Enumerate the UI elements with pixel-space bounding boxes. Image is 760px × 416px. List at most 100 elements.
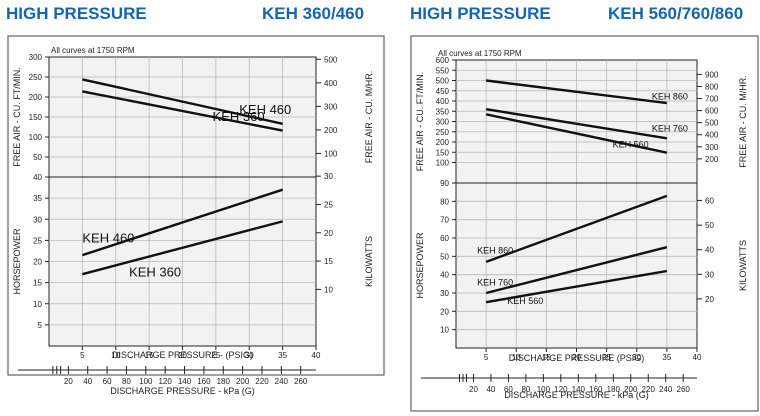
x-tick-label: 5	[80, 351, 85, 360]
x-axis-title: DISCHARGE PRESSURE - (PSIG)	[112, 350, 253, 360]
y-tick-label: 100	[29, 133, 43, 142]
y-tick-label: 90	[440, 179, 449, 188]
kpa-tick-label: 240	[275, 377, 289, 386]
kpa-tick-label: 140	[178, 377, 192, 386]
series-label: KEH 560	[613, 140, 649, 150]
kpa-tick-label: 60	[504, 385, 513, 394]
y2-axis-title: FREE AIR - CU. M/HR.	[364, 71, 374, 164]
y2-tick-label: 200	[324, 126, 338, 135]
kpa-tick-label: 260	[677, 385, 691, 394]
right-header-model: KEH 560/760/860	[608, 4, 744, 23]
right-header-title: HIGH PRESSURE	[410, 4, 551, 23]
y2-tick-label: 500	[705, 119, 719, 128]
kpa-tick-label: 20	[469, 385, 478, 394]
y-axis-title: FREE AIR - CU. FT/MIN.	[415, 72, 425, 172]
series-label: KEH 760	[477, 278, 513, 288]
x-tick-label: 10	[111, 351, 120, 360]
series-line	[485, 113, 668, 154]
kpa-axis-title: DISCHARGE PRESSURE - kPa (G)	[504, 390, 649, 400]
y-tick-label: 20	[440, 307, 449, 316]
kpa-tick-label: 80	[521, 385, 530, 394]
y-tick-label: 550	[436, 66, 450, 75]
kpa-tick-label: 180	[607, 385, 621, 394]
kpa-tick-label: 20	[64, 377, 73, 386]
y-tick-label: 150	[29, 113, 43, 122]
kpa-tick-label: 80	[122, 377, 131, 386]
y-tick-label: 150	[436, 148, 450, 157]
y-tick-label: 30	[440, 289, 449, 298]
x-tick-label: 25	[602, 353, 611, 362]
x-tick-label: 40	[693, 353, 702, 362]
x-tick-label: 35	[278, 351, 287, 360]
x-axis-title: DISCHARGE PRESSURE (PSIG)	[509, 353, 645, 363]
kpa-tick-label: 260	[294, 377, 308, 386]
y-tick-label: 60	[440, 234, 449, 243]
kpa-tick-label: 120	[158, 377, 172, 386]
y-tick-label: 20	[33, 258, 42, 267]
kpa-tick-label: 40	[486, 385, 495, 394]
kpa-tick-label: 100	[139, 377, 153, 386]
y-tick-label: 80	[440, 197, 449, 206]
series-label: KEH 360	[213, 109, 265, 124]
series-label: KEH 560	[507, 296, 543, 306]
y-tick-label: 50	[33, 153, 42, 162]
y2-tick-label: 60	[705, 196, 714, 205]
y-tick-label: 350	[436, 107, 450, 116]
y-tick-label: 40	[440, 271, 449, 280]
kpa-tick-label: 100	[537, 385, 551, 394]
y-tick-label: 500	[436, 77, 450, 86]
y2-tick-label: 30	[324, 172, 333, 181]
kpa-tick-label: 120	[554, 385, 568, 394]
kpa-tick-label: 140	[572, 385, 586, 394]
y2-tick-label: 800	[705, 82, 719, 91]
y-tick-label: 10	[33, 300, 42, 309]
kpa-tick-label: 180	[217, 377, 231, 386]
series-line	[485, 108, 668, 140]
y-tick-label: 200	[436, 138, 450, 147]
rpm-note: All curves at 1750 RPM	[438, 49, 522, 58]
kpa-tick-label: 200	[624, 385, 638, 394]
y-tick-label: 5	[38, 321, 43, 330]
y2-tick-label: 700	[705, 95, 719, 104]
kpa-tick-label: 220	[642, 385, 656, 394]
y2-tick-label: 30	[705, 270, 714, 279]
y2-tick-label: 600	[705, 107, 719, 116]
y2-tick-label: 900	[705, 70, 719, 79]
series-line	[82, 90, 283, 132]
x-tick-label: 20	[178, 351, 187, 360]
x-tick-label: 20	[572, 353, 581, 362]
y-axis-title: HORSEPOWER	[12, 228, 22, 295]
series-label: KEH 760	[652, 123, 688, 133]
series-line	[82, 220, 283, 276]
series-label: KEH 860	[477, 246, 513, 256]
y2-tick-label: 500	[324, 55, 338, 64]
x-tick-label: 5	[484, 353, 489, 362]
y-tick-label: 50	[440, 252, 449, 261]
y2-axis-title: KILOWATTS	[364, 236, 374, 287]
kpa-axis-title: DISCHARGE PRESSURE - kPa (G)	[110, 386, 255, 396]
left-header-model: KEH 360/460	[262, 4, 365, 23]
y2-tick-label: 15	[324, 257, 333, 266]
series-line	[82, 188, 283, 257]
series-label: KEH 460	[82, 230, 134, 245]
y-tick-label: 40	[33, 173, 42, 182]
series-label: KEH 360	[129, 264, 181, 279]
y-tick-label: 15	[33, 279, 42, 288]
x-tick-label: 15	[542, 353, 551, 362]
y2-tick-label: 100	[324, 149, 338, 158]
y-tick-label: 100	[436, 159, 450, 168]
kpa-tick-label: 200	[236, 377, 250, 386]
series-line	[485, 246, 668, 295]
y-tick-label: 70	[440, 216, 449, 225]
y-tick-label: 600	[436, 56, 450, 65]
series-label: KEH 460	[239, 102, 291, 117]
kpa-tick-label: 40	[83, 377, 92, 386]
y-axis-title: HORSEPOWER	[415, 232, 425, 299]
x-tick-label: 15	[145, 351, 154, 360]
y2-axis-title: FREE AIR - CU. M/HR.	[738, 75, 748, 168]
kpa-tick-label: 220	[255, 377, 269, 386]
y2-tick-label: 25	[324, 200, 333, 209]
y2-tick-label: 10	[324, 285, 333, 294]
y-tick-label: 400	[436, 97, 450, 106]
kpa-tick-label: 160	[589, 385, 603, 394]
